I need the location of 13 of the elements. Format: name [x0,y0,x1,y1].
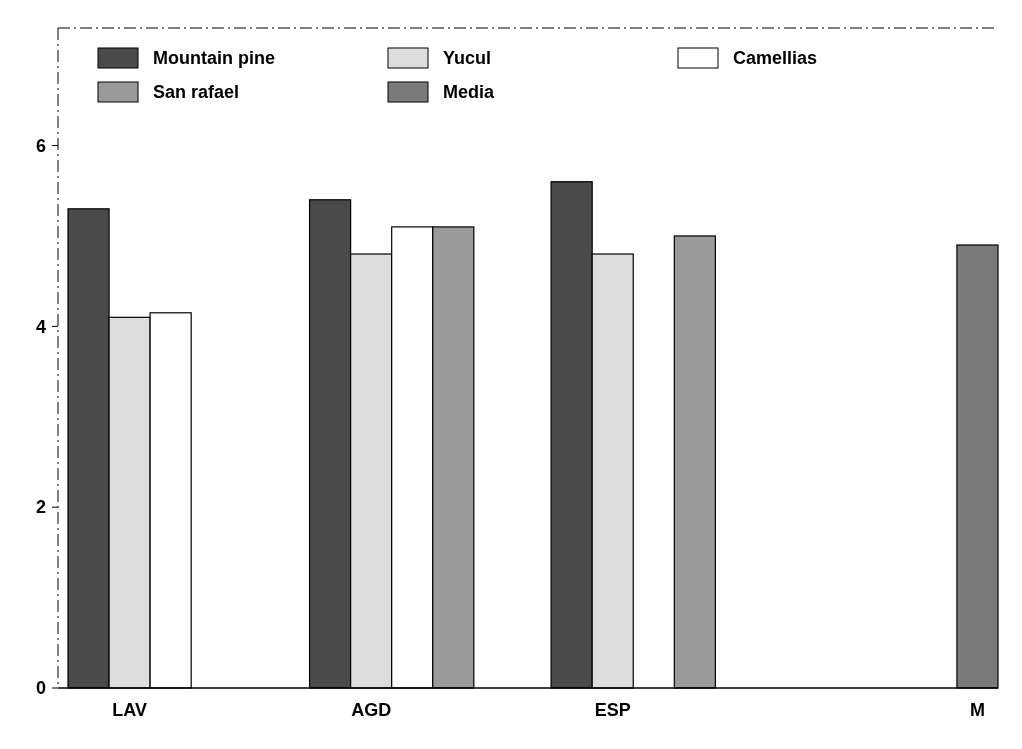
y-tick-label: 0 [35,678,46,699]
x-tick-label: ESP [594,700,631,720]
x-tick-label: M [969,700,985,720]
y-tick-label: 6 [35,135,46,156]
y-tick-label: 2 [35,497,46,518]
x-tick-label: LAV [112,700,147,720]
y-tick-label: 4 [35,316,46,337]
x-tick-label: AGD [351,700,392,720]
legend-label: San rafael [153,82,240,103]
legend-label: Yucul [443,48,492,69]
legend-label: Mountain pine [153,48,275,69]
legend-label: Media [443,82,495,103]
legend-label: Camellias [733,48,818,69]
